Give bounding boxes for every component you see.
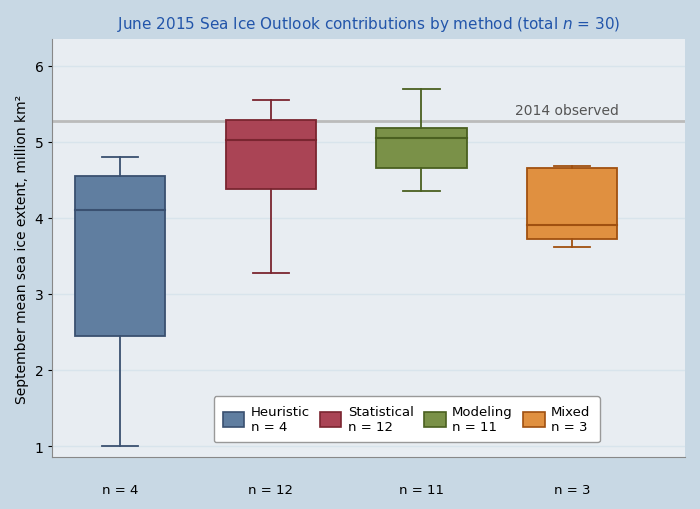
Text: n = 3: n = 3 [554, 483, 590, 496]
Bar [225, 121, 316, 189]
Text: 2014 observed: 2014 observed [514, 104, 619, 118]
Y-axis label: September mean sea ice extent, million km²: September mean sea ice extent, million k… [15, 95, 29, 403]
Text: n = 12: n = 12 [248, 483, 293, 496]
Bar [377, 129, 467, 169]
Legend: Heuristic
n = 4, Statistical
n = 12, Modeling
n = 11, Mixed
n = 3: Heuristic n = 4, Statistical n = 12, Mod… [214, 396, 600, 443]
Text: n = 4: n = 4 [102, 483, 139, 496]
Bar [527, 169, 617, 240]
Title: June 2015 Sea Ice Outlook contributions by method (total $n$ = 30): June 2015 Sea Ice Outlook contributions … [117, 15, 620, 34]
Bar [75, 177, 165, 336]
Text: n = 11: n = 11 [399, 483, 444, 496]
